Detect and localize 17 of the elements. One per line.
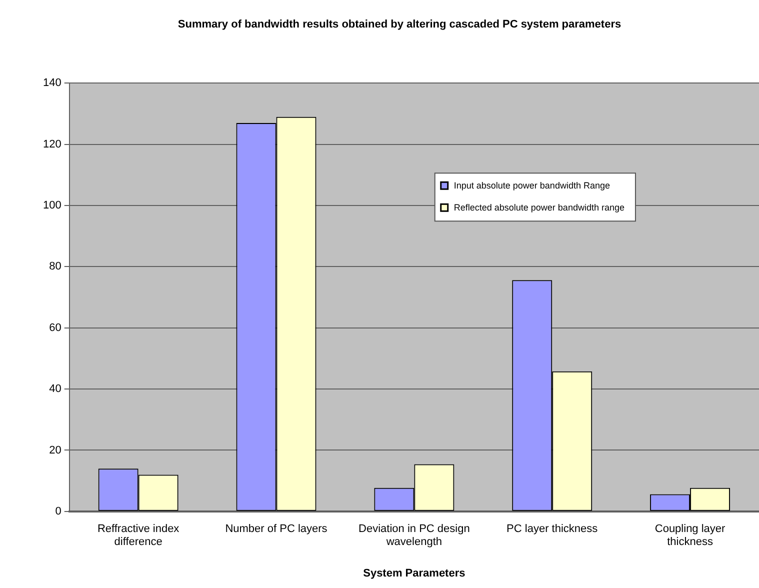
x-tick-label: PC layer thickness	[506, 523, 598, 536]
y-tick-label: 0	[55, 505, 62, 518]
legend-label: Reflected absolute power bandwidth range	[454, 202, 624, 213]
y-tick-label: 120	[42, 138, 62, 150]
x-tick-label: Deviation in PC design wavelength	[358, 523, 470, 548]
x-tick-label: Reffractive index difference	[97, 523, 180, 548]
legend-label: Input absolute power bandwidth Range	[454, 180, 610, 191]
y-tick-label: 140	[42, 77, 62, 90]
y-tick-label: 80	[49, 260, 62, 273]
y-tick-label: 100	[42, 200, 62, 212]
y-tick-label: 40	[49, 383, 62, 396]
chart-title: Summary of bandwidth results obtained by altering cascaded PC system parameters	[178, 18, 622, 31]
x-axis-title: System Parameters	[363, 567, 466, 580]
x-tick-label: Number of PC layers	[225, 523, 328, 536]
x-tick-label: Coupling layer thickness	[654, 523, 726, 548]
y-tick-label: 60	[49, 322, 62, 334]
y-tick-label: 20	[49, 444, 62, 456]
